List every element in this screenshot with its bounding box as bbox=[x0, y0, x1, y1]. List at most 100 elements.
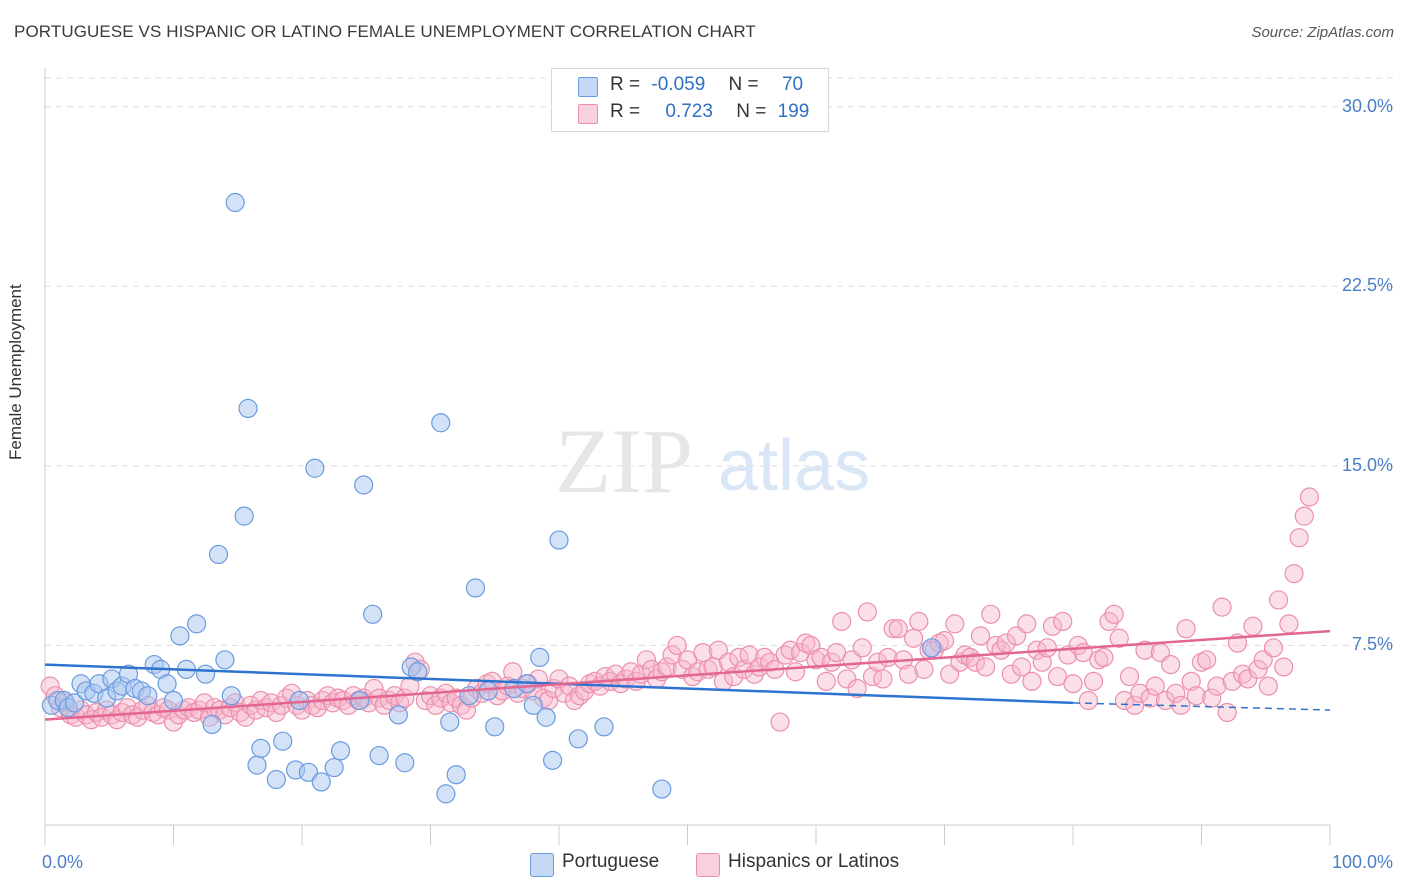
portuguese-point bbox=[324, 757, 344, 778]
hispanic-point bbox=[1217, 702, 1237, 723]
portuguese-point bbox=[478, 681, 498, 701]
portuguese-point bbox=[354, 475, 374, 495]
hispanic-point bbox=[1289, 528, 1309, 548]
hispanic-point bbox=[909, 611, 929, 632]
hispanic-point bbox=[852, 638, 872, 658]
hispanic-point bbox=[667, 635, 687, 656]
bottom-legend-label-hispanic: Hispanics or Latinos bbox=[728, 851, 900, 872]
portuguese-point bbox=[568, 729, 588, 749]
hispanic-point bbox=[1042, 616, 1063, 636]
hispanic-point bbox=[796, 633, 816, 653]
portuguese-point bbox=[221, 686, 241, 706]
hispanic-point bbox=[1161, 654, 1181, 675]
hispanic-point bbox=[904, 628, 924, 648]
hispanic-point bbox=[1238, 669, 1258, 689]
hispanic-point bbox=[1248, 659, 1268, 679]
portuguese-point bbox=[311, 772, 331, 792]
hispanic-point bbox=[559, 676, 579, 696]
hispanic-point bbox=[847, 678, 867, 699]
hispanic-point bbox=[1186, 686, 1206, 706]
hispanic-point bbox=[1181, 671, 1201, 691]
y-tick-label: 7.5% bbox=[1351, 634, 1393, 655]
portuguese-point bbox=[395, 753, 415, 773]
hispanic-point bbox=[1294, 506, 1314, 526]
portuguese-point bbox=[652, 779, 672, 799]
legend-swatch-hispanic bbox=[578, 104, 598, 124]
watermark-zip: ZIP bbox=[555, 410, 693, 512]
hispanic-point bbox=[1268, 590, 1289, 610]
portuguese-point bbox=[273, 731, 293, 751]
hispanic-point bbox=[1263, 638, 1284, 658]
portuguese-point bbox=[408, 662, 428, 682]
hispanic-point bbox=[898, 664, 919, 684]
portuguese-point bbox=[594, 717, 614, 737]
portuguese-point bbox=[238, 398, 258, 419]
hispanic-point bbox=[1274, 657, 1294, 677]
hispanic-point bbox=[1176, 619, 1196, 639]
hispanic-point bbox=[981, 604, 1001, 624]
portuguese-point bbox=[922, 638, 942, 658]
hispanic-point bbox=[888, 619, 908, 639]
legend-n-value: 199 bbox=[777, 101, 810, 122]
hispanic-point bbox=[1191, 652, 1212, 672]
hispanic-point bbox=[1037, 638, 1057, 658]
portuguese-point bbox=[363, 604, 383, 624]
hispanic-point bbox=[1212, 597, 1232, 617]
portuguese-point bbox=[157, 674, 177, 694]
portuguese-point bbox=[465, 578, 486, 598]
portuguese-point bbox=[163, 690, 184, 711]
hispanic-point bbox=[1011, 657, 1032, 677]
portuguese-point bbox=[530, 647, 550, 668]
y-tick-label: 15.0% bbox=[1341, 454, 1393, 475]
hispanic-point bbox=[605, 664, 626, 684]
portuguese-point bbox=[64, 693, 85, 713]
hispanic-point bbox=[1222, 671, 1242, 691]
hispanic-point bbox=[1197, 650, 1217, 670]
hispanic-point bbox=[837, 669, 857, 689]
hispanic-point bbox=[1140, 688, 1160, 708]
hispanic-point bbox=[816, 671, 836, 691]
hispanic-point bbox=[1032, 652, 1052, 672]
grid-lines bbox=[45, 77, 1395, 646]
hispanic-point bbox=[996, 633, 1016, 653]
portuguese-point bbox=[196, 664, 216, 684]
portuguese-point bbox=[350, 690, 370, 711]
hispanic-point bbox=[734, 659, 754, 679]
legend-swatch-portuguese bbox=[578, 77, 598, 97]
portuguese-point bbox=[523, 695, 543, 715]
portuguese-point bbox=[170, 626, 190, 646]
hispanic-point bbox=[662, 645, 682, 665]
hispanic-point bbox=[965, 652, 985, 672]
hispanic-point bbox=[1279, 614, 1299, 634]
portuguese-point bbox=[202, 714, 222, 735]
source-label: Source: ZipAtlas.com bbox=[1251, 24, 1394, 41]
portuguese-point bbox=[251, 738, 271, 758]
hispanic-trend-line bbox=[44, 629, 1331, 721]
portuguese-point bbox=[431, 413, 451, 433]
portuguese-trend-extension bbox=[1072, 702, 1331, 711]
hispanic-point bbox=[1063, 674, 1083, 694]
hispanic-point bbox=[1022, 671, 1042, 691]
portuguese-point bbox=[485, 717, 505, 737]
portuguese-point bbox=[436, 784, 456, 804]
legend-n-label: N = bbox=[728, 74, 759, 95]
portuguese-point bbox=[187, 614, 207, 634]
hispanic-point bbox=[826, 643, 847, 663]
hispanic-point bbox=[857, 602, 878, 622]
legend-r-label: R = bbox=[610, 101, 641, 122]
hispanic-point bbox=[1243, 616, 1263, 636]
hispanic-point bbox=[1207, 676, 1227, 696]
hispanic-point bbox=[636, 650, 656, 670]
portuguese-point bbox=[247, 755, 267, 775]
portuguese-point bbox=[369, 745, 389, 766]
portuguese-point bbox=[215, 650, 235, 670]
y-tick-label: 30.0% bbox=[1341, 95, 1393, 116]
series-portuguese-points bbox=[41, 192, 942, 804]
hispanic-point bbox=[1089, 650, 1109, 670]
hispanic-point bbox=[970, 626, 991, 646]
hispanic-point bbox=[1166, 683, 1186, 703]
bottom-legend-swatch-hispanic bbox=[696, 853, 720, 877]
bottom-legend-label-portuguese: Portuguese bbox=[562, 851, 660, 872]
portuguese-point bbox=[330, 741, 351, 761]
hispanic-point bbox=[1001, 664, 1021, 684]
